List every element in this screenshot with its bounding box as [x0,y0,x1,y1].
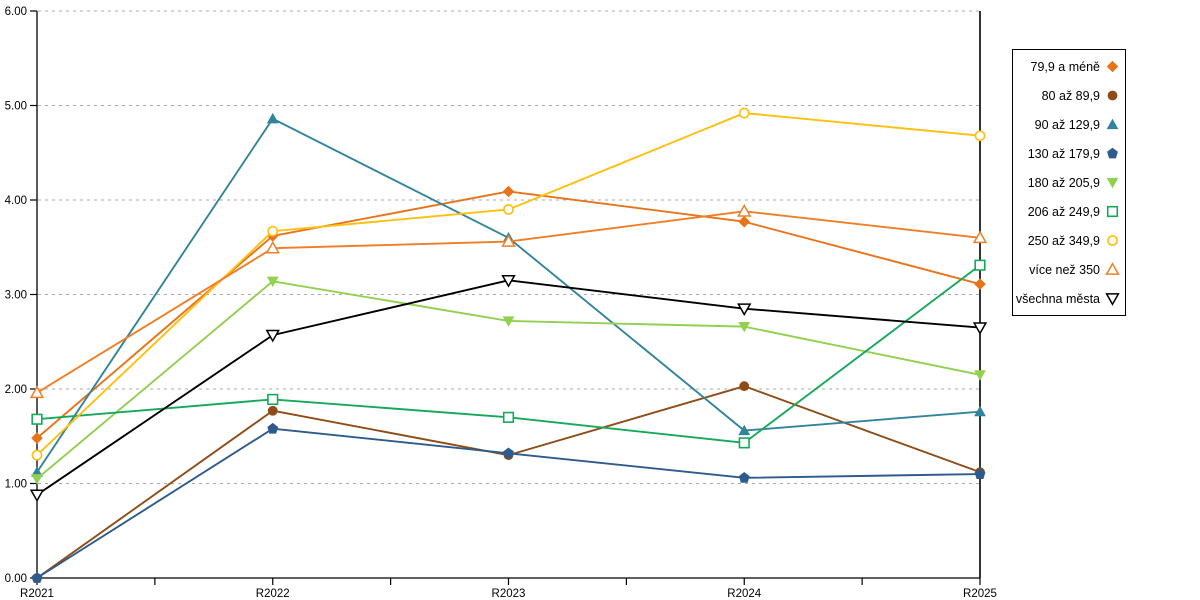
series-marker [265,240,280,254]
y-axis-label: 3.00 [5,290,27,302]
series-marker [737,303,752,316]
series-marker [503,204,514,215]
series-marker [266,112,279,124]
series-marker [31,474,43,485]
series-marker [31,432,43,444]
legend-label: 80 až 89,9 [1041,88,1100,103]
circle-filled-legend-icon [1107,90,1118,101]
series-line [36,190,981,440]
series-marker [29,489,45,503]
x-axis-label: R2023 [492,588,526,600]
legend-box: 79,9 a méně 80 až 89,9 90 až 129,9 130 až 1… [1012,49,1126,316]
series-marker [31,572,43,583]
series-marker [974,405,986,417]
series-marker [738,424,751,436]
series-marker [974,130,986,142]
series-marker [31,413,43,425]
series-line [36,279,981,496]
square-open-legend-icon [1106,205,1119,218]
legend-item: 130 až 179,9 [1013,139,1120,168]
legend-label: 180 až 205,9 [1027,175,1100,190]
x-axis-label: R2024 [727,588,761,600]
legend-label: 206 až 249,9 [1027,204,1100,219]
series-marker [265,329,280,343]
series-marker [267,393,279,405]
series-marker [502,411,515,423]
legend-item: 79,9 a méně [1013,52,1120,81]
series-marker [29,385,45,399]
y-axis-label: 0.00 [5,573,27,585]
x-axis-label: R2022 [256,588,290,600]
triangle-down-open-legend-icon [1105,293,1120,306]
series-marker [972,230,988,244]
y-axis-label: 6.00 [5,6,27,18]
legend-item: 180 až 205,9 [1013,168,1120,197]
legend-label: více než 350 [1029,262,1100,277]
legend-label: všechna města [1015,291,1100,306]
y-axis-label: 5.00 [5,101,27,113]
legend-label: 130 až 179,9 [1027,146,1100,161]
series-marker [974,468,986,479]
series-marker [502,316,515,327]
series-marker [738,215,751,228]
x-axis-label: R2021 [20,588,54,600]
series-marker [737,204,752,217]
series-marker [738,322,751,333]
y-axis-label: 4.00 [5,195,27,207]
diamond-filled-legend-icon [1106,60,1119,73]
legend-item: všechna města [1013,284,1120,313]
legend-item: více než 350 [1013,255,1120,284]
series-marker [738,107,750,119]
series-marker [502,185,515,198]
y-axis-label: 1.00 [5,479,27,491]
legend-label: 250 až 349,9 [1027,233,1100,248]
legend-item: 206 až 249,9 [1013,197,1120,226]
series-marker [972,322,988,335]
series-marker [31,466,43,477]
series-marker [267,405,278,416]
series-marker [739,381,750,392]
legend-label: 79,9 a méně [1030,59,1101,74]
legend-item: 90 až 129,9 [1013,110,1120,139]
legend-label: 90 až 129,9 [1034,117,1100,132]
triangle-up-open-legend-icon [1105,262,1120,275]
series-marker [267,422,279,434]
legend-item: 250 až 349,9 [1013,226,1120,255]
series-marker [738,472,750,483]
series-marker [501,234,516,247]
triangle-up-filled-legend-icon [1106,118,1119,130]
series-marker [31,449,43,461]
series-marker [974,370,986,381]
series-marker [738,437,750,449]
x-axis-label: R2025 [963,588,997,600]
series-marker [503,447,514,459]
series-marker [974,259,986,271]
y-axis-label: 2.00 [5,384,27,396]
circle-open-legend-icon [1107,235,1118,246]
series-marker [974,278,986,290]
series-marker [267,225,279,237]
series-marker [266,276,279,288]
pentagon-filled-legend-icon [1107,147,1118,159]
triangle-down-filled-legend-icon [1106,177,1119,189]
series-marker [501,274,516,288]
legend-item: 80 až 89,9 [1013,81,1120,110]
